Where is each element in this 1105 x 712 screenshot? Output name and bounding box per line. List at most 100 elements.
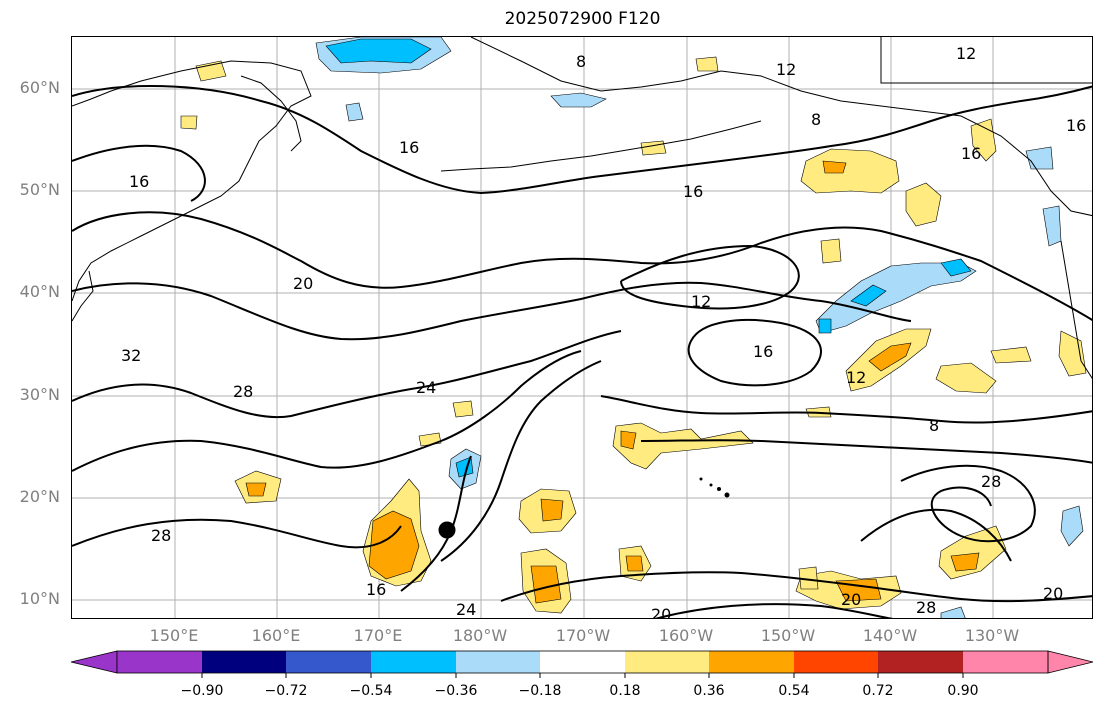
contour-label: 28 — [233, 382, 253, 401]
shading-negative — [315, 37, 1084, 618]
colorbar-outline — [116, 650, 1049, 674]
coast-kamchatka — [240, 75, 302, 152]
shade-yellow-alaska — [800, 148, 900, 194]
contour-label: 12 — [776, 60, 796, 79]
lon-label-150e: 150°E — [149, 626, 199, 645]
colorbar-segment — [202, 651, 286, 673]
coast-japan — [72, 270, 94, 322]
colorbar — [70, 650, 1094, 678]
shade-blue-e3 — [818, 318, 832, 334]
colorbar-segment — [709, 651, 794, 673]
colorbar-segment — [625, 651, 709, 673]
lat-label-50n: 50°N — [19, 180, 60, 199]
shade-yellow-small7 — [798, 566, 819, 590]
shade-yellow-tropic1 — [612, 422, 754, 470]
colorbar-tick: −0.72 — [264, 683, 308, 699]
contour-label: 20 — [293, 274, 313, 293]
contour-label: 20 — [841, 590, 861, 609]
shade-orange-se — [868, 342, 912, 372]
shade-yellow-nw2 — [180, 115, 198, 130]
lon-label-170e: 170°E — [353, 626, 403, 645]
lat-label-40n: 40°N — [19, 282, 60, 301]
coast-aleutians — [440, 120, 762, 172]
contour-label: 28 — [981, 472, 1001, 491]
colorbar-tick: 0.18 — [609, 683, 641, 699]
contour-label: 24 — [456, 600, 476, 619]
contour-label: 28 — [916, 598, 936, 617]
hawaii-islands — [699, 477, 730, 498]
contour-labels: 8 12 8 12 16 16 16 16 16 20 12 16 32 28 … — [121, 44, 1086, 619]
shade-orange-west2 — [245, 482, 267, 497]
shade-blue-e — [850, 284, 887, 307]
contour-label: 16 — [129, 172, 149, 191]
shade-blue-e2 — [940, 258, 972, 277]
lon-label-140w: 140°W — [862, 626, 918, 645]
shade-yellow-gulf — [970, 118, 997, 162]
map-panel: 8 12 8 12 16 16 16 16 16 20 12 16 32 28 … — [71, 36, 1093, 619]
contour-label: 16 — [753, 342, 773, 361]
lat-label-30n: 30°N — [19, 385, 60, 404]
shade-orange-alaska — [822, 160, 847, 174]
gridlines — [72, 37, 1092, 618]
colorbar-tick: 0.36 — [693, 683, 725, 699]
shade-lightblue-coast — [1042, 205, 1062, 247]
lon-label-160e: 160°E — [251, 626, 301, 645]
shade-lightblue-e — [815, 262, 977, 334]
contour-label: 20 — [651, 605, 671, 619]
lon-label-170w: 170°W — [555, 626, 611, 645]
coast-na-west — [1060, 240, 1092, 379]
map-title: 2025072900 F120 — [504, 9, 661, 29]
colorbar-segment — [371, 651, 456, 673]
contour-label: 12 — [846, 368, 866, 387]
shade-lightblue-bering — [550, 92, 607, 108]
lat-label-10n: 10°N — [19, 589, 60, 608]
storm-center-marker — [438, 521, 456, 539]
contour-label: 24 — [416, 378, 436, 397]
shade-yellow-e1 — [935, 362, 997, 394]
colorbar-extend-left — [70, 650, 118, 674]
contour-label: 28 — [151, 526, 171, 545]
shade-blue-north — [325, 38, 432, 64]
contour-label: 16 — [961, 144, 981, 163]
shade-orange-tropic1 — [620, 430, 637, 450]
contour-label: 32 — [121, 346, 141, 365]
shade-orange-west1 — [368, 510, 420, 580]
contour-label: 20 — [1043, 584, 1063, 603]
colorbar-segment — [794, 651, 878, 673]
lon-label-130w: 130°W — [964, 626, 1020, 645]
colorbar-extend-right — [1047, 650, 1094, 674]
shade-lightblue-coast2 — [1025, 146, 1054, 170]
shade-yellow-far-se — [938, 525, 1007, 580]
colorbar-tick: −0.18 — [518, 683, 562, 699]
lon-label-180w: 180°W — [452, 626, 508, 645]
shade-yellow-small2 — [452, 400, 474, 418]
shade-orange-tropic2 — [540, 498, 564, 522]
shade-yellow-coast — [1058, 330, 1087, 377]
lon-label-160w: 160°W — [658, 626, 714, 645]
colorbar-segment — [117, 651, 202, 673]
coast-alaska — [470, 37, 1092, 217]
colorbar-tick: 0.90 — [947, 683, 979, 699]
shade-orange-far-se — [950, 552, 980, 572]
contour-label: 16 — [683, 182, 703, 201]
colorbar-segment — [963, 651, 1048, 673]
colorbar-segment — [878, 651, 963, 673]
lat-label-20n: 20°N — [19, 487, 60, 506]
contours — [72, 85, 1092, 618]
contour-label: 16 — [1066, 116, 1086, 135]
contour-label: 12 — [691, 292, 711, 311]
colorbar-tick: 0.72 — [862, 683, 894, 699]
colorbar-segment — [540, 651, 625, 673]
contour-label: 8 — [929, 416, 939, 435]
shading-positive — [180, 56, 1087, 614]
map-canvas: 8 12 8 12 16 16 16 16 16 20 12 16 32 28 … — [72, 37, 1092, 619]
shade-lightblue-bottom — [940, 606, 966, 618]
colorbar-segment — [456, 651, 540, 673]
colorbar-tick: −0.90 — [180, 683, 224, 699]
shade-yellow-e2 — [990, 346, 1032, 364]
coastlines — [72, 37, 1092, 379]
coast-border — [880, 37, 1092, 84]
shade-yellow-small4 — [820, 238, 842, 264]
contour-label: 16 — [399, 138, 419, 157]
coast-asia — [72, 60, 312, 302]
